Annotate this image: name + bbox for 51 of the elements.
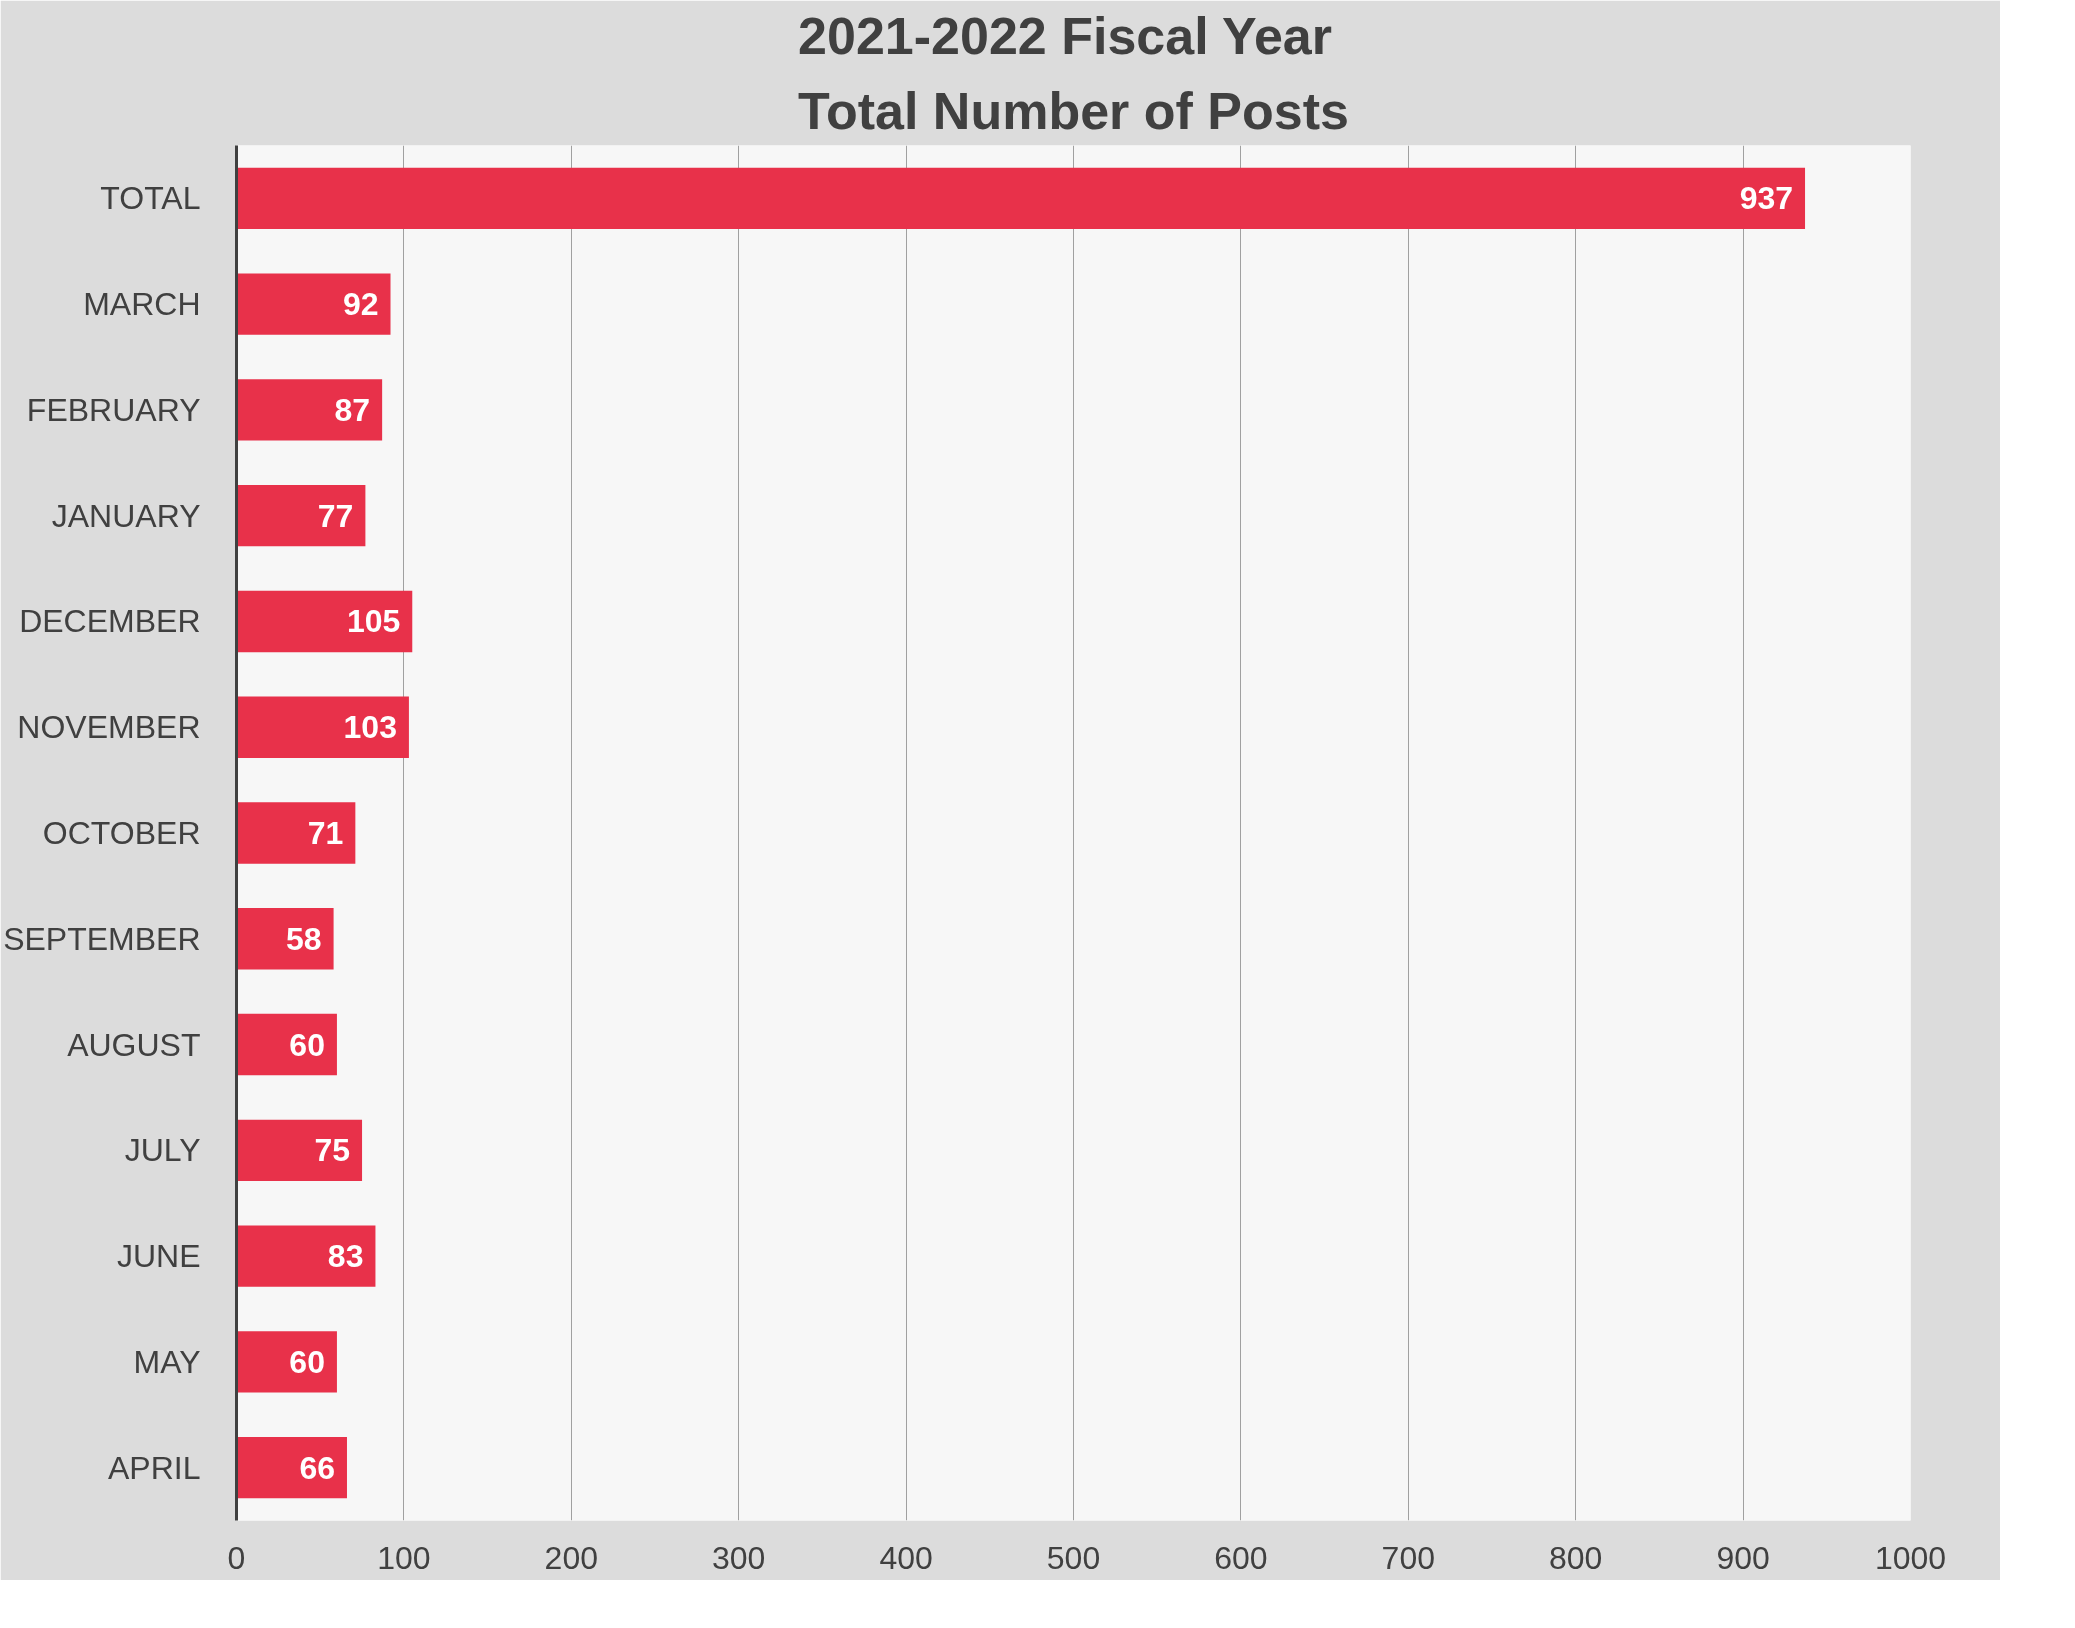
y-tick-label: MAY — [133, 1343, 201, 1380]
x-tick-label: 300 — [712, 1539, 766, 1576]
y-tick-label: OCTOBER — [42, 815, 201, 851]
chart-title: 2021-2022 Fiscal Year Total Number of Posts — [798, 7, 1349, 141]
y-tick-label: JUNE — [116, 1238, 201, 1275]
y-tick-label: SEPTEMBER — [3, 920, 201, 957]
data-label: 937 — [1739, 180, 1794, 217]
data-label: 60 — [289, 1026, 325, 1063]
bar — [236, 1225, 376, 1287]
y-tick-label: TOTAL — [100, 180, 201, 217]
bar — [236, 379, 383, 441]
bar — [236, 273, 391, 335]
data-label: 75 — [314, 1132, 351, 1169]
bar — [236, 1013, 337, 1076]
data-label: 77 — [317, 497, 354, 534]
bar — [236, 1436, 347, 1499]
bar — [236, 590, 413, 653]
data-label: 66 — [299, 1449, 335, 1486]
bar — [236, 167, 1806, 230]
y-tick-label: AUGUST — [67, 1026, 201, 1063]
data-label: 87 — [334, 391, 371, 428]
y-tick-label: JULY — [124, 1132, 201, 1169]
x-tick-label: 0 — [227, 1539, 246, 1576]
x-tick-label: 500 — [1046, 1539, 1101, 1576]
x-tick-label: 900 — [1716, 1539, 1770, 1576]
y-tick-label: DECEMBER — [19, 603, 201, 640]
bar — [236, 908, 334, 970]
x-tick-label: 100 — [377, 1539, 431, 1576]
data-label: 60 — [289, 1343, 325, 1380]
bar — [236, 802, 356, 864]
y-tick-label: FEBRUARY — [26, 391, 201, 428]
data-label: 71 — [307, 815, 344, 851]
data-label: 92 — [342, 286, 379, 323]
bar — [236, 696, 409, 758]
data-label: 105 — [346, 603, 401, 640]
x-tick-label: 700 — [1381, 1539, 1435, 1576]
data-label: 58 — [286, 920, 322, 957]
x-tick-label: 200 — [544, 1539, 598, 1576]
x-tick-label: 800 — [1549, 1539, 1603, 1576]
x-tick-label: 600 — [1214, 1539, 1268, 1576]
y-tick-label: MARCH — [83, 286, 201, 323]
bar — [236, 1331, 337, 1393]
y-tick-label: JANUARY — [51, 497, 201, 534]
bar — [236, 1119, 363, 1181]
y-tick-label: NOVEMBER — [17, 709, 201, 746]
x-tick-label: 1000 — [1874, 1539, 1947, 1576]
x-tick-label: 400 — [879, 1539, 933, 1576]
y-tick-label: APRIL — [108, 1449, 201, 1486]
data-label: 83 — [327, 1238, 364, 1275]
data-label: 103 — [343, 709, 397, 746]
bar — [236, 485, 366, 547]
